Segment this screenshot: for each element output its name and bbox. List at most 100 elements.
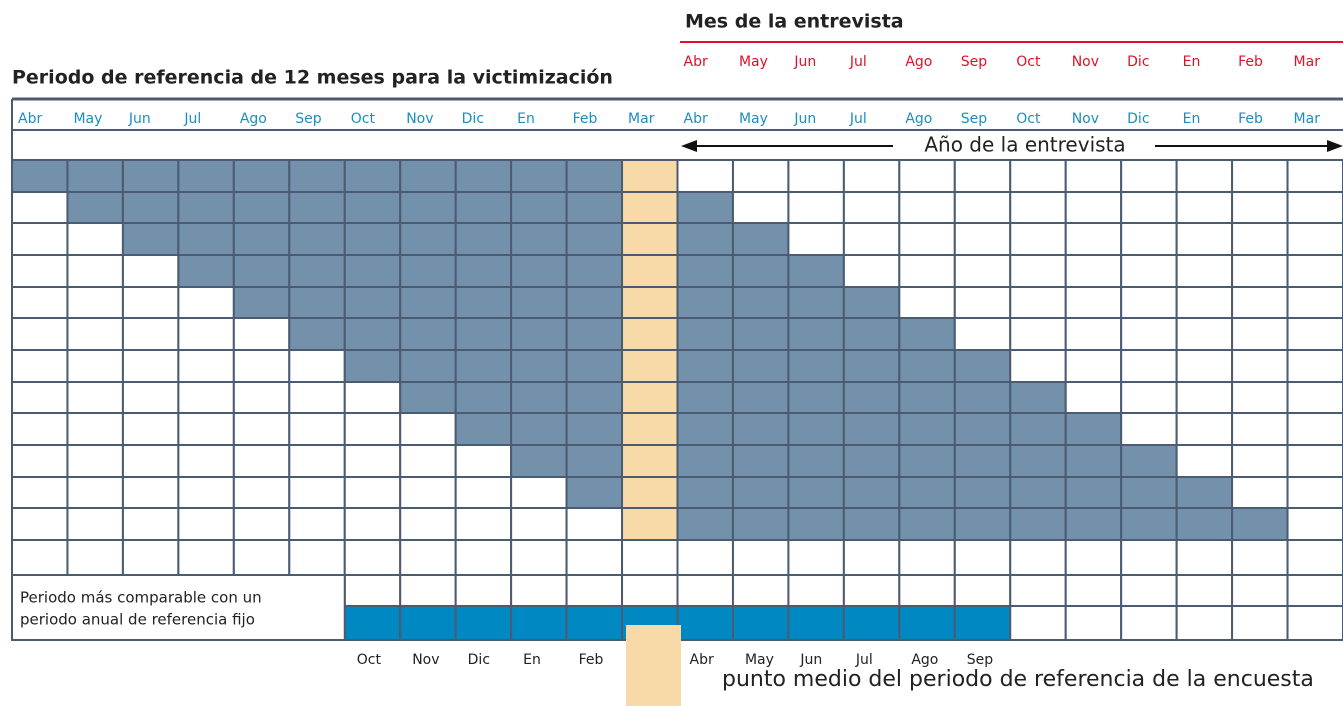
cell: [1120, 254, 1178, 288]
cell: [842, 539, 901, 576]
interview-month: Ago: [905, 54, 932, 70]
comparable-month: Feb: [579, 652, 604, 668]
cell: [399, 444, 457, 478]
cell: [1009, 286, 1067, 319]
cell: [288, 254, 346, 288]
cell: [288, 476, 346, 509]
cell: [1009, 222, 1067, 256]
cell: [565, 444, 624, 478]
cell: [11, 444, 69, 478]
cell: [565, 605, 624, 641]
cell: [232, 286, 291, 319]
cell: [1064, 412, 1123, 446]
cell: [621, 539, 679, 576]
cell: [953, 539, 1012, 576]
cell: [1064, 254, 1123, 288]
cell: [399, 507, 457, 541]
cell: [232, 349, 291, 383]
comparable-month: Sep: [967, 652, 994, 668]
cell: [121, 286, 180, 319]
cell: [121, 317, 180, 351]
cell: [731, 605, 790, 641]
cell: [1231, 286, 1289, 319]
cell: [454, 444, 513, 478]
grid: [11, 97, 1343, 641]
cell: [787, 159, 845, 193]
cell: [11, 317, 69, 351]
cell: [898, 444, 956, 478]
cell: [621, 191, 679, 224]
comparable-month: May: [745, 652, 774, 668]
cell: [1120, 159, 1178, 193]
cell: [1009, 349, 1067, 383]
cell: [399, 476, 457, 509]
cell: [1120, 444, 1178, 478]
cell: [1120, 349, 1178, 383]
cell: [121, 159, 180, 193]
cell: [510, 317, 568, 351]
reference-month: Dic: [462, 111, 484, 127]
cell: [676, 317, 734, 351]
cell: [1064, 476, 1123, 509]
cell: [66, 444, 124, 478]
cell: [621, 381, 679, 414]
cell: [565, 381, 624, 414]
cell: [232, 412, 291, 446]
cell: [1009, 159, 1067, 193]
cell: [1286, 539, 1343, 576]
cell: [66, 349, 124, 383]
cell: [510, 254, 568, 288]
cell: [1175, 539, 1234, 576]
cell: [343, 222, 402, 256]
cell: [1231, 191, 1289, 224]
cell: [1286, 254, 1343, 288]
cell: [1286, 476, 1343, 509]
cell: [288, 539, 346, 576]
cell: [177, 476, 235, 509]
cell: [565, 476, 624, 509]
reference-month: Nov: [1072, 111, 1099, 127]
cell: [1120, 412, 1178, 446]
reference-month: Feb: [1238, 111, 1263, 127]
cell: [1064, 507, 1123, 541]
cell: [953, 381, 1012, 414]
cell: [621, 507, 679, 541]
cell: [121, 539, 180, 576]
cell: [343, 191, 402, 224]
cell: [288, 159, 346, 193]
cell: [1009, 317, 1067, 351]
cell: [676, 381, 734, 414]
cell: [1286, 381, 1343, 414]
cell: [842, 381, 901, 414]
cell: [842, 254, 901, 288]
cell: [232, 254, 291, 288]
cell: [787, 476, 845, 509]
cell: [177, 159, 235, 193]
comparable-month: En: [523, 652, 541, 668]
cell: [1175, 254, 1234, 288]
cell: [66, 507, 124, 541]
cell: [787, 507, 845, 541]
cell: [177, 222, 235, 256]
cell: [121, 381, 180, 414]
cell: [1286, 349, 1343, 383]
cell: [1009, 381, 1067, 414]
interview-title: Mes de la entrevista: [685, 11, 904, 33]
cell: [787, 286, 845, 319]
cell: [177, 286, 235, 319]
cell: [842, 412, 901, 446]
cell: [1175, 191, 1234, 224]
cell: [1064, 444, 1123, 478]
cell: [731, 349, 790, 383]
cell: [842, 444, 901, 478]
cell: [454, 159, 513, 193]
cell: [11, 507, 69, 541]
reference-title: Periodo de referencia de 12 meses para l…: [12, 67, 613, 89]
cell: [787, 254, 845, 288]
cell: [898, 191, 956, 224]
cell: [510, 605, 568, 641]
cell: [565, 159, 624, 193]
cell: [288, 222, 346, 256]
cell: [565, 539, 624, 576]
